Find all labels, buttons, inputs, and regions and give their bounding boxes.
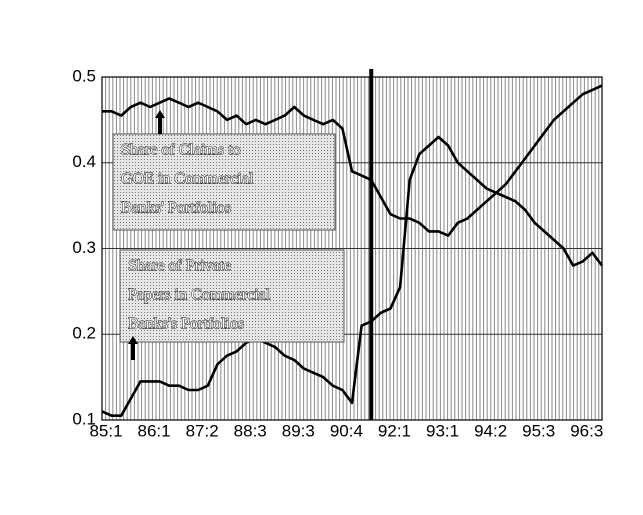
x-tick-label: 89:3 xyxy=(282,421,315,440)
x-tick-label: 87:2 xyxy=(186,421,219,440)
x-tick-label: 88:3 xyxy=(234,421,267,440)
y-tick-label: 0.3 xyxy=(72,238,96,257)
x-tick-label: 90:4 xyxy=(330,421,363,440)
x-tick-label: 86:1 xyxy=(138,421,171,440)
series-line xyxy=(102,84,603,237)
annotation-text: Share of Claims to xyxy=(121,142,241,159)
arrow-head xyxy=(155,110,165,118)
plot-frame xyxy=(101,76,603,421)
y-tick-label: 0.5 xyxy=(72,66,96,85)
annotation-box xyxy=(119,249,345,343)
annotation-text: Share of Private xyxy=(128,258,231,275)
x-tick-label: 85:1 xyxy=(89,421,122,440)
y-tick-label: 0.4 xyxy=(72,152,96,171)
series-line xyxy=(101,135,604,417)
y-tick-label: 0.2 xyxy=(72,324,96,343)
annotation-text: GOE in Commercial xyxy=(121,171,254,188)
x-tick-label: 95:3 xyxy=(522,421,555,440)
x-tick-label: 92:1 xyxy=(378,421,411,440)
annotation-box xyxy=(112,133,336,231)
x-tick-label: 94:2 xyxy=(474,421,507,440)
x-tick-label: 93:1 xyxy=(426,421,459,440)
arrow-head xyxy=(128,336,138,344)
annotation-text: Banks's Portfolios xyxy=(128,316,244,333)
annotation-text: Banks' Portfolios xyxy=(121,200,231,217)
y-tick-label: 0.1 xyxy=(72,409,96,428)
x-tick-label: 96:3 xyxy=(570,421,603,440)
annotation-text: Papers in Commercial xyxy=(128,287,271,304)
